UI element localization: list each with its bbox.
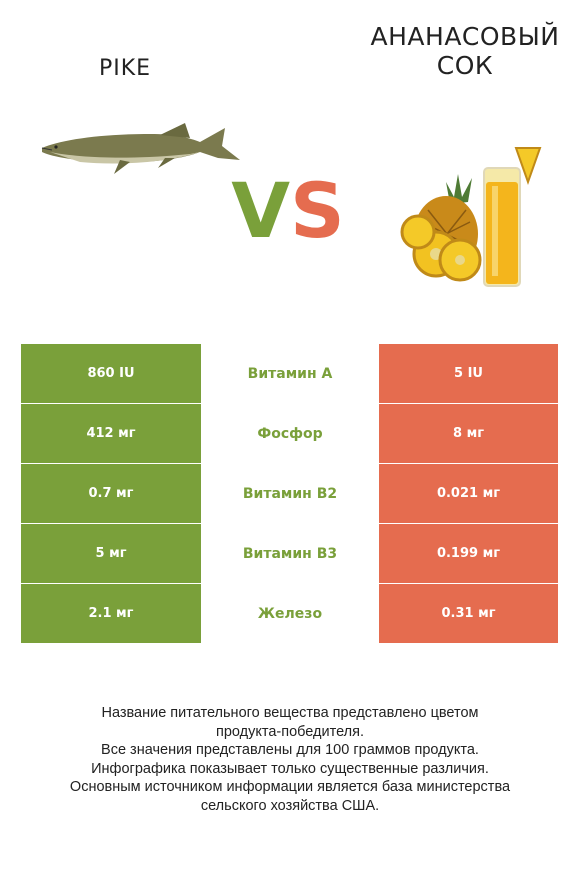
left-product-title: Pike [98, 56, 152, 81]
footer-line: Все значения представлены для 100 граммо… [101, 742, 479, 758]
left-value: 0.7 мг [21, 464, 201, 523]
right-value: 0.31 мг [379, 584, 558, 643]
right-value: 0.021 мг [379, 464, 558, 523]
nutrient-name: Железо [201, 584, 379, 643]
vs-s-letter: S [290, 166, 345, 255]
table-row: 5 мг Витамин B3 0.199 мг [21, 524, 558, 583]
right-value: 0.199 мг [379, 524, 558, 583]
footer-line: Название питательного вещества представл… [101, 705, 479, 721]
nutrient-name: Фосфор [201, 404, 379, 463]
table-row: 0.7 мг Витамин B2 0.021 мг [21, 464, 558, 523]
nutrient-name: Витамин A [201, 344, 379, 403]
table-row: 2.1 мг Железо 0.31 мг [21, 584, 558, 643]
vs-v-letter: V [231, 166, 291, 255]
right-product-title: Ананасовый сок [370, 22, 560, 80]
pike-fish-image [41, 123, 240, 174]
footer-line: сельского хозяйства США. [200, 797, 380, 814]
footer-line: продукта-победителя. [215, 723, 365, 740]
table-row: 412 мг Фосфор 8 мг [21, 404, 558, 463]
nutrient-comparison-table: 860 IU Витамин A 5 IU 412 мг Фосфор 8 мг… [21, 344, 558, 644]
left-value: 2.1 мг [21, 584, 201, 643]
vs-label: VS [218, 166, 358, 256]
right-value: 5 IU [379, 344, 558, 403]
nutrient-name: Витамин B3 [201, 524, 379, 583]
footer-notes: Название питательного вещества представл… [20, 704, 560, 815]
pineapple-juice-image [400, 147, 542, 287]
footer-line: Основным источником информации является … [69, 779, 511, 795]
left-value: 5 мг [21, 524, 201, 583]
nutrient-name: Витамин B2 [201, 464, 379, 523]
left-value: 860 IU [21, 344, 201, 403]
left-value: 412 мг [21, 404, 201, 463]
table-row: 860 IU Витамин A 5 IU [21, 344, 558, 403]
right-value: 8 мг [379, 404, 558, 463]
footer-line: Инфографика показывает только существенн… [91, 760, 489, 777]
